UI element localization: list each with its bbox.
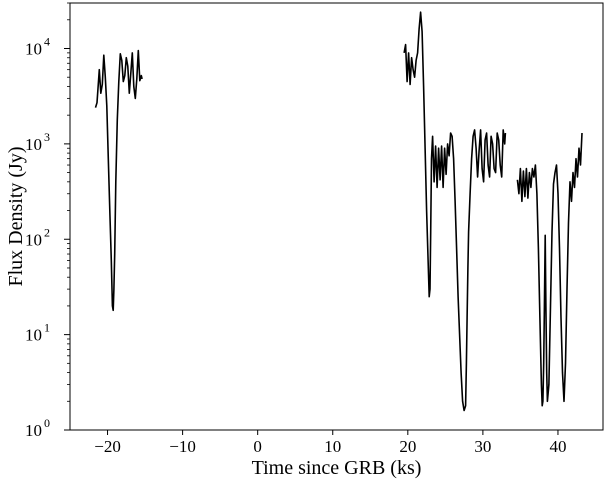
y-tick-label: 10 [25, 135, 42, 154]
y-tick-exponent: 0 [44, 416, 50, 430]
y-tick-exponent: 4 [44, 35, 50, 49]
x-tick-label: 40 [549, 437, 566, 456]
y-tick-exponent: 2 [44, 225, 50, 239]
flux-curve-segment-2 [403, 11, 507, 412]
flux-curve-segment-3 [516, 132, 583, 407]
x-tick-label: 30 [474, 437, 491, 456]
y-tick-exponent: 1 [44, 321, 50, 335]
x-axis: −20 −10 0 10 20 30 40 [94, 430, 566, 456]
x-axis-label: Time since GRB (ks) [252, 457, 422, 479]
y-axis-label: Flux Density (Jy) [5, 147, 27, 287]
x-tick-label: −20 [94, 437, 121, 456]
flux-curve-segment-1 [94, 49, 143, 312]
y-tick-label: 10 [25, 230, 42, 249]
y-tick-label: 10 [25, 421, 42, 440]
x-tick-label: 10 [324, 437, 341, 456]
plot-lines [94, 11, 583, 412]
plot-frame [69, 2, 604, 431]
x-tick-label: 20 [399, 437, 416, 456]
y-tick-exponent: 3 [44, 130, 50, 144]
x-tick-label: −10 [169, 437, 196, 456]
y-tick-label: 10 [25, 40, 42, 59]
x-tick-label: 0 [253, 437, 262, 456]
y-tick-label: 10 [25, 326, 42, 345]
